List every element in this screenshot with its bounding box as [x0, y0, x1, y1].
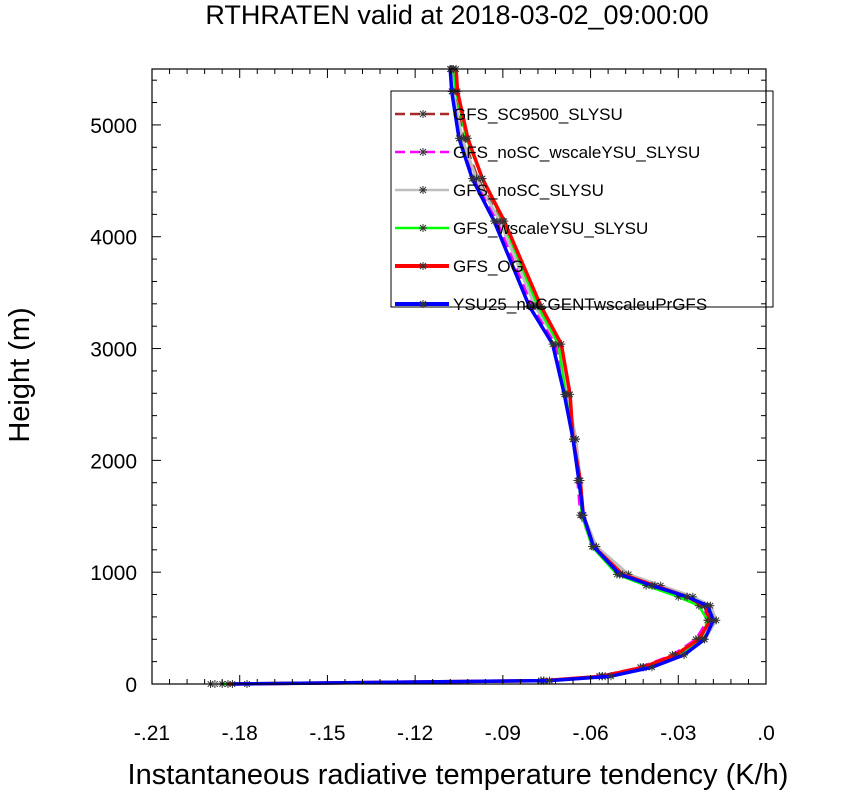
legend-marker — [419, 110, 427, 118]
series-6-point — [700, 635, 709, 644]
legend-marker — [419, 262, 427, 270]
x-axis-label: Instantaneous radiative temperature tend… — [128, 759, 789, 791]
legend-marker — [419, 148, 427, 156]
y-tick-label: 1000 — [90, 562, 137, 585]
legend-label-6: YSU25_noCGENTwscaleuPrGFS — [453, 295, 707, 314]
chart-title: RTHRATEN valid at 2018-03-02_09:00:00 — [205, 0, 708, 30]
series-6-point — [589, 542, 598, 551]
series-5-point — [478, 174, 487, 183]
y-axis-label: Height (m) — [4, 307, 36, 442]
x-tick-label: -.21 — [134, 722, 170, 745]
series-6-point — [525, 302, 534, 311]
series-5-point — [557, 340, 566, 349]
y-tick-label: 4000 — [90, 227, 137, 250]
legend-box — [390, 90, 774, 308]
x-tick-label: -.06 — [572, 722, 608, 745]
series-6-point — [648, 663, 656, 672]
legend-label-3: GFS_noSC_SLYSU — [453, 181, 604, 200]
series-5-point — [536, 302, 545, 311]
legend-marker — [419, 300, 427, 308]
series-6-point — [579, 511, 588, 520]
series-6-point — [548, 340, 557, 349]
series-6-point — [574, 476, 583, 485]
series-6-point — [703, 601, 712, 610]
x-tick-label: .0 — [757, 722, 775, 745]
x-tick-label: -.18 — [222, 722, 258, 745]
series-6-point — [680, 650, 689, 659]
series-6-point — [560, 390, 569, 399]
series-6-point — [490, 217, 499, 226]
legend-marker — [419, 224, 427, 232]
x-tick-label: -.03 — [660, 722, 696, 745]
series-6-point — [709, 616, 718, 625]
axes: -.21 -.18 -.15 -.12 -.09 -.06 -.03 .0 0 1000 2000 3… — [90, 68, 775, 745]
series-5-point — [463, 134, 472, 143]
legend-label-4: GFS_wscaleYSU_SLYSU — [453, 219, 648, 238]
series-6-point — [615, 570, 624, 579]
x-tick-label: -.09 — [485, 722, 521, 745]
legend-label-5: GFS_OG — [453, 257, 524, 276]
legend-label-1: GFS_SC9500_SLYSU — [453, 105, 623, 124]
x-tick-label: -.15 — [309, 722, 345, 745]
y-tick-label: 3000 — [90, 339, 137, 362]
y-tick-label: 0 — [125, 674, 137, 697]
legend-marker — [419, 186, 427, 194]
series-5-point — [500, 217, 509, 226]
series-6-point — [648, 581, 656, 590]
legend: GFS_SC9500_SLYSU GFS_noSC_wscaleYSU_SLYSU… — [390, 90, 774, 314]
series-6-point — [607, 672, 615, 681]
y-tick-label: 5000 — [90, 115, 137, 138]
legend-label-2: GFS_noSC_wscaleYSU_SLYSU — [453, 143, 700, 162]
x-tick-label: -.12 — [397, 722, 433, 745]
series-6-point — [545, 676, 554, 685]
series-6-point — [455, 134, 463, 143]
plot-frame — [151, 68, 767, 685]
series-6-point — [683, 592, 692, 601]
y-tick-label: 2000 — [90, 450, 137, 473]
series-6-point — [468, 174, 477, 183]
series-6-point — [569, 435, 577, 444]
